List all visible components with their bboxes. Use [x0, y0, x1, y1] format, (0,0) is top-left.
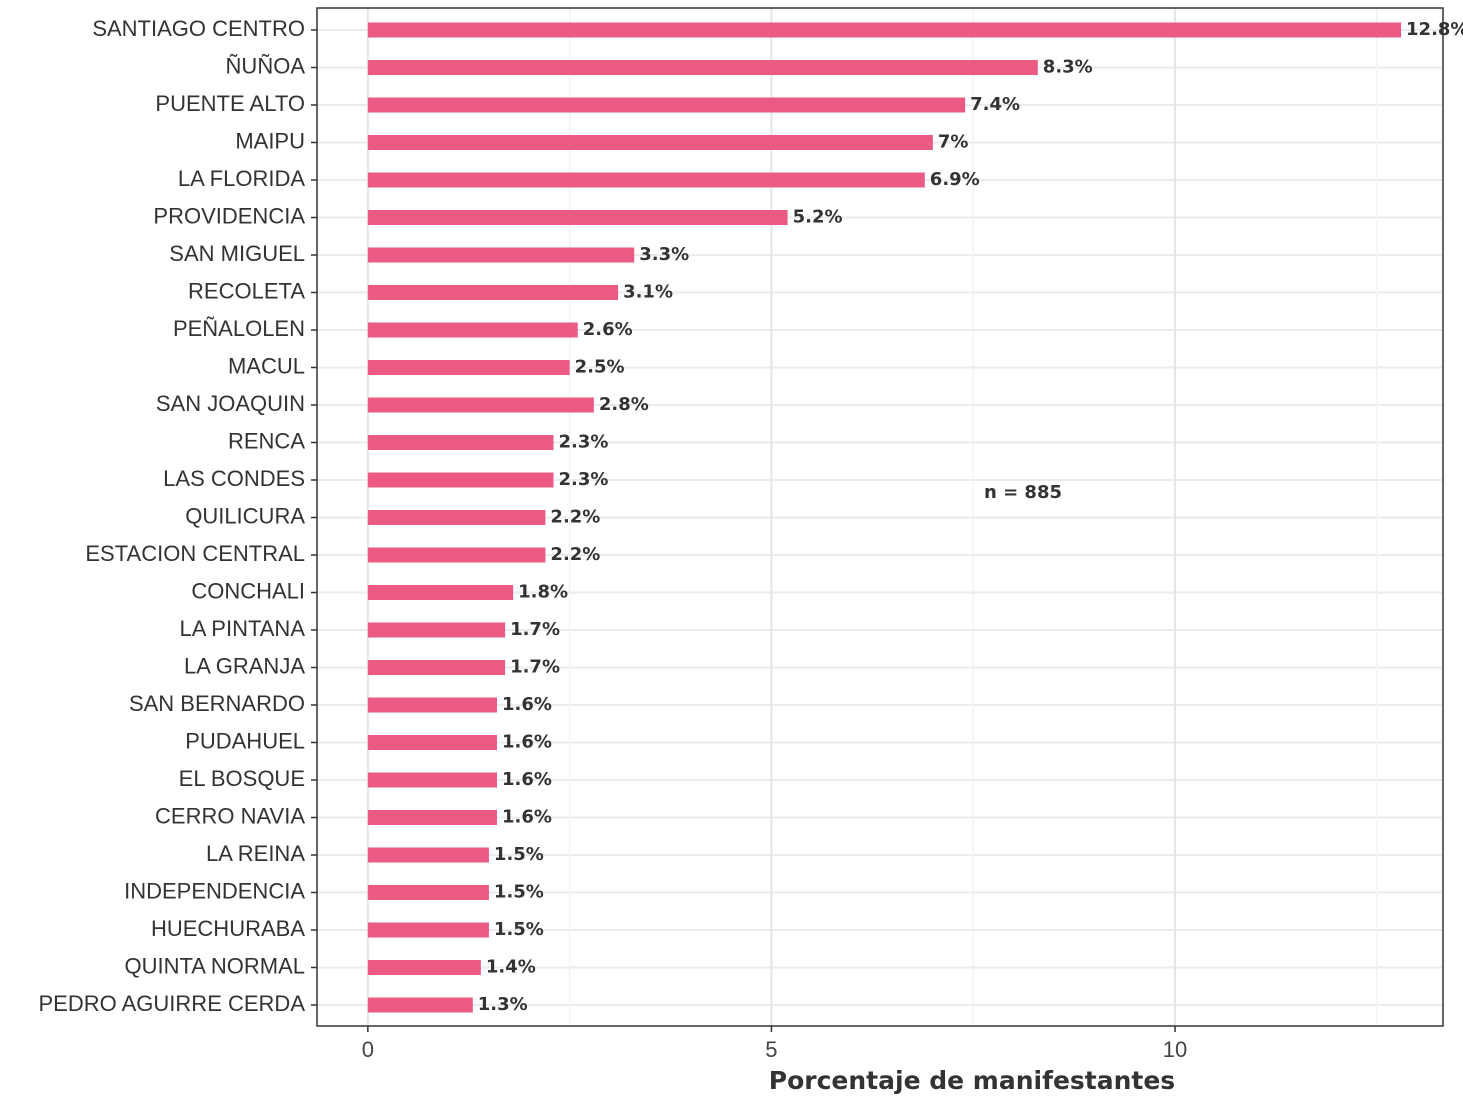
- y-tick-label: ÑUÑOA: [226, 53, 306, 78]
- bar: [367, 510, 546, 525]
- bar: [367, 585, 514, 600]
- bar: [367, 547, 546, 563]
- value-label: 1.8%: [518, 582, 568, 603]
- bar: [367, 22, 1402, 38]
- value-label: 2.2%: [550, 507, 600, 528]
- y-tick-label: PUENTE ALTO: [155, 91, 305, 116]
- bar: [367, 435, 554, 450]
- y-tick-label: LA GRANJA: [184, 653, 305, 678]
- bar: [367, 322, 578, 338]
- value-label: 1.5%: [494, 882, 544, 903]
- y-tick-label: PUDAHUEL: [185, 728, 305, 753]
- x-axis-title: Porcentaje de manifestantes: [769, 1066, 1175, 1095]
- value-label: 7%: [938, 132, 969, 153]
- y-tick-label: SAN BERNARDO: [129, 691, 305, 716]
- bar: [367, 360, 570, 375]
- annotation: n = 885: [984, 482, 1062, 503]
- bar: [367, 135, 933, 150]
- value-label: 2.3%: [559, 432, 609, 453]
- bar: [367, 60, 1038, 75]
- x-tick-label: 10: [1163, 1037, 1187, 1062]
- bar: [367, 472, 554, 488]
- bar: [367, 885, 489, 900]
- bar: [367, 735, 497, 750]
- y-tick-label: MAIPU: [235, 128, 305, 153]
- y-tick-label: SAN JOAQUIN: [156, 391, 305, 416]
- y-tick-label: LA PINTANA: [179, 616, 305, 641]
- bar: [367, 397, 594, 413]
- y-tick-label: QUINTA NORMAL: [124, 953, 305, 978]
- bar: [367, 697, 497, 713]
- value-label: 8.3%: [1043, 57, 1093, 78]
- value-label: 7.4%: [970, 94, 1020, 115]
- bar: [367, 847, 489, 863]
- y-tick-label: ESTACION CENTRAL: [85, 541, 305, 566]
- value-label: 1.6%: [502, 732, 552, 753]
- value-label: 1.6%: [502, 807, 552, 828]
- y-tick-label: HUECHURABA: [151, 916, 305, 941]
- y-tick-label: INDEPENDENCIA: [124, 878, 305, 903]
- bar: [367, 922, 489, 938]
- y-tick-label: EL BOSQUE: [179, 766, 305, 791]
- y-tick-label: SAN MIGUEL: [169, 241, 305, 266]
- y-tick-label: RECOLETA: [188, 278, 305, 303]
- plot-border: [316, 7, 1444, 1027]
- bar: [367, 285, 619, 300]
- bar: [367, 810, 497, 825]
- value-label: 1.6%: [502, 694, 552, 715]
- value-label: 12.8%: [1406, 19, 1463, 40]
- bar: [367, 772, 497, 788]
- value-label: 2.6%: [583, 319, 633, 340]
- bar: [367, 997, 473, 1013]
- bar: [367, 247, 635, 263]
- value-label: 1.7%: [510, 657, 560, 678]
- value-label: 2.5%: [575, 357, 625, 378]
- bar: [367, 660, 506, 675]
- value-label: 1.5%: [494, 919, 544, 940]
- value-label: 3.3%: [639, 244, 689, 265]
- value-label: 1.5%: [494, 844, 544, 865]
- value-label: 1.7%: [510, 619, 560, 640]
- y-tick-label: LA REINA: [206, 841, 305, 866]
- value-label: 3.1%: [623, 282, 673, 303]
- y-tick-label: PEÑALOLEN: [173, 316, 305, 341]
- value-label: 2.8%: [599, 394, 649, 415]
- y-tick-label: RENCA: [228, 428, 305, 453]
- value-label: 6.9%: [930, 169, 980, 190]
- bar: [367, 172, 925, 188]
- bar: [367, 210, 788, 225]
- value-label: 1.4%: [486, 957, 536, 978]
- y-tick-label: CERRO NAVIA: [155, 803, 305, 828]
- value-label: 1.3%: [478, 994, 528, 1015]
- y-tick-label: SANTIAGO CENTRO: [92, 16, 305, 41]
- x-tick-label: 0: [362, 1037, 374, 1062]
- y-tick-label: PEDRO AGUIRRE CERDA: [39, 991, 306, 1016]
- value-label: 1.6%: [502, 769, 552, 790]
- bar: [367, 960, 481, 975]
- y-tick-label: LAS CONDES: [163, 466, 305, 491]
- y-tick-label: MACUL: [228, 353, 305, 378]
- value-label: 5.2%: [793, 207, 843, 228]
- x-tick-label: 5: [765, 1037, 777, 1062]
- y-tick-label: PROVIDENCIA: [153, 203, 305, 228]
- y-tick-label: LA FLORIDA: [178, 166, 305, 191]
- value-label: 2.3%: [559, 469, 609, 490]
- y-tick-label: CONCHALI: [191, 578, 305, 603]
- bar: [367, 622, 506, 638]
- bar: [367, 97, 966, 113]
- y-tick-label: QUILICURA: [185, 503, 305, 528]
- value-label: 2.2%: [550, 544, 600, 565]
